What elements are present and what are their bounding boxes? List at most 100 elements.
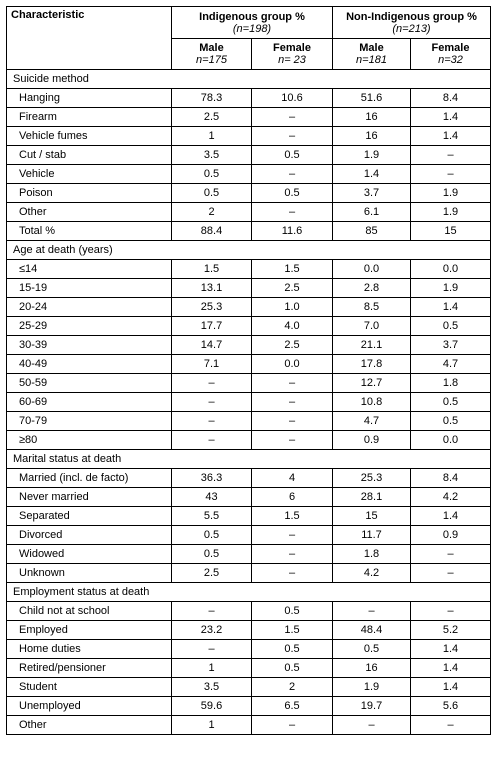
table-cell: 3.5 [171, 677, 252, 697]
indigenous-group-title: Indigenous group % [199, 10, 305, 23]
row-label: Separated [6, 506, 172, 526]
table-cell: 15 [332, 506, 411, 526]
table-row: 60-69– –10.8 0.5 [6, 392, 491, 412]
table-row: 50-59– –12.7 1.8 [6, 373, 491, 393]
table-cell: 2 [171, 202, 252, 222]
non-indigenous-group-n: (n=213) [392, 22, 431, 35]
table-row: Student 3.5 2 1.9 1.4 [6, 677, 491, 697]
table-cell: 4.0 [251, 316, 333, 336]
table-row: Widowed 0.5–1.8– [6, 544, 491, 564]
non-indigenous-female-header: Female n=32 [410, 38, 491, 70]
table-cell: 59.6 [171, 696, 252, 716]
table-row: 40-49 7.1 0.0 17.8 4.7 [6, 354, 491, 374]
table-cell: 3.5 [171, 145, 252, 165]
table-cell: 0.9 [410, 525, 491, 545]
table-cell: 2 [251, 677, 333, 697]
row-label: Poison [6, 183, 172, 203]
suicide-characteristics-table: Characteristic Indigenous group % (n=198… [6, 6, 491, 735]
table-cell: 1.4 [410, 639, 491, 659]
table-cell: 1.0 [251, 297, 333, 317]
row-label: Home duties [6, 639, 172, 659]
table-cell: 0.5 [410, 411, 491, 431]
table-cell: 1.8 [332, 544, 411, 564]
table-cell: – [171, 392, 252, 412]
table-cell: 7.0 [332, 316, 411, 336]
table-cell: 5.5 [171, 506, 252, 526]
table-cell: 1.9 [410, 183, 491, 203]
table-cell: 2.5 [171, 107, 252, 127]
table-cell: 15 [410, 221, 491, 241]
table-cell: 85 [332, 221, 411, 241]
table-row: Vehicle fumes 1–16 1.4 [6, 126, 491, 146]
table-cell: – [251, 430, 333, 450]
row-label: Unknown [6, 563, 172, 583]
table-cell: 19.7 [332, 696, 411, 716]
row-label: Cut / stab [6, 145, 172, 165]
table-cell: 23.2 [171, 620, 252, 640]
table-row: ≥80– –0.9 0.0 [6, 430, 491, 450]
table-cell: 25.3 [171, 297, 252, 317]
table-cell: – [410, 145, 491, 165]
table-cell: 0.5 [251, 145, 333, 165]
table-row: Separated 5.5 1.5 15 1.4 [6, 506, 491, 526]
table-cell: – [251, 411, 333, 431]
section-title: Suicide method [6, 69, 491, 89]
table-row: Poison 0.5 0.5 3.7 1.9 [6, 183, 491, 203]
row-label: 60-69 [6, 392, 172, 412]
table-cell: 4 [251, 468, 333, 488]
table-row: Hanging 78.3 10.6 51.6 8.4 [6, 88, 491, 108]
indigenous-group-header: Indigenous group % (n=198) [171, 6, 333, 39]
table-cell: – [171, 601, 252, 621]
table-row: Firearm 2.5–16 1.4 [6, 107, 491, 127]
table-cell: 1 [171, 126, 252, 146]
table-cell: – [251, 126, 333, 146]
table-cell: 0.0 [410, 430, 491, 450]
table-cell: 2.5 [251, 335, 333, 355]
table-cell: 1.5 [171, 259, 252, 279]
row-label: Total % [6, 221, 172, 241]
table-cell: 4.2 [332, 563, 411, 583]
row-label: Unemployed [6, 696, 172, 716]
row-label: Student [6, 677, 172, 697]
table-cell: 17.8 [332, 354, 411, 374]
row-label: Vehicle fumes [6, 126, 172, 146]
table-cell: 1.4 [410, 677, 491, 697]
table-cell: – [171, 411, 252, 431]
table-row: Retired/pensioner 1 0.5 16 1.4 [6, 658, 491, 678]
row-label: Divorced [6, 525, 172, 545]
table-cell: 1.8 [410, 373, 491, 393]
row-label: ≤14 [6, 259, 172, 279]
table-cell: – [410, 563, 491, 583]
table-cell: 0.5 [251, 601, 333, 621]
table-row: 70-79– –4.7 0.5 [6, 411, 491, 431]
table-cell: 78.3 [171, 88, 252, 108]
table-cell: 3.7 [332, 183, 411, 203]
table-cell: 2.5 [251, 278, 333, 298]
table-cell: 0.0 [410, 259, 491, 279]
row-label: Child not at school [6, 601, 172, 621]
table-row: Total % 88.4 11.6 85 15 [6, 221, 491, 241]
table-row: Vehicle 0.5–1.4– [6, 164, 491, 184]
table-cell: 0.5 [171, 525, 252, 545]
row-label: Married (incl. de facto) [6, 468, 172, 488]
table-cell: 1 [171, 658, 252, 678]
row-label: Widowed [6, 544, 172, 564]
row-label: Firearm [6, 107, 172, 127]
section-title: Employment status at death [6, 582, 491, 602]
characteristic-header: Characteristic [6, 6, 172, 70]
non-indigenous-group-header: Non-Indigenous group % (n=213) [332, 6, 491, 39]
table-cell: 1.9 [332, 145, 411, 165]
table-cell: 1.4 [410, 126, 491, 146]
table-row: Never married 43 6 28.1 4.2 [6, 487, 491, 507]
table-row: Employed 23.2 1.5 48.4 5.2 [6, 620, 491, 640]
table-row: Divorced 0.5–11.7 0.9 [6, 525, 491, 545]
section-title: Age at death (years) [6, 240, 491, 260]
table-cell: 5.6 [410, 696, 491, 716]
table-cell: 0.5 [171, 164, 252, 184]
section-header-row: Age at death (years) [6, 240, 491, 260]
table-cell: 43 [171, 487, 252, 507]
table-cell: 17.7 [171, 316, 252, 336]
table-cell: 0.5 [251, 658, 333, 678]
table-cell: – [251, 202, 333, 222]
table-cell: 8.4 [410, 88, 491, 108]
